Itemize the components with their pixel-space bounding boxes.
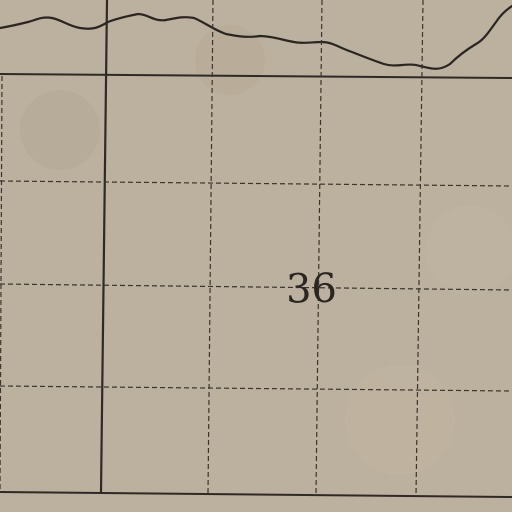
boundary-line-top — [0, 73, 512, 79]
quarter-lines-horizontal — [0, 180, 512, 392]
river-line — [0, 4, 512, 70]
paper-texture — [20, 25, 512, 475]
boundary-line-bottom — [0, 491, 512, 498]
section-number-label: 36 — [285, 265, 338, 313]
boundary-line-vertical — [99, 0, 109, 493]
